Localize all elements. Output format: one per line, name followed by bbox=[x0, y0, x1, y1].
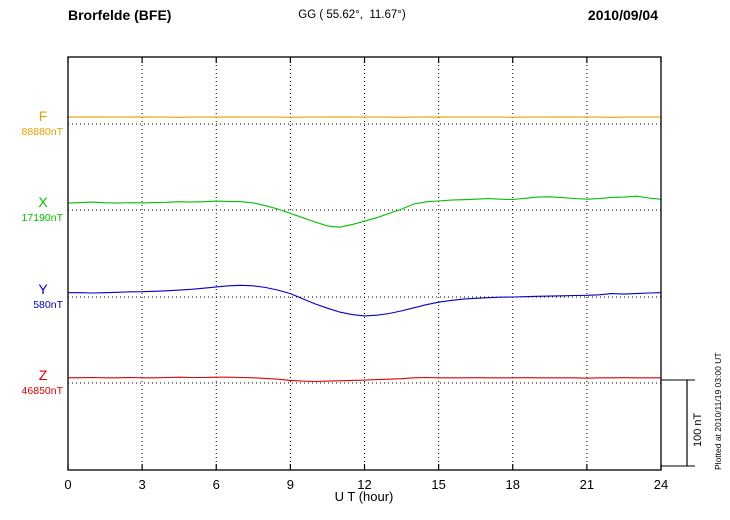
component-letter-X: X bbox=[38, 194, 48, 210]
x-tick-label-3: 3 bbox=[138, 477, 146, 492]
plotted-at-note: Plotted at 2010/11/19 03:00 UT bbox=[713, 352, 723, 470]
station-coordinates: GG ( 55.62°, 11.67°) bbox=[298, 9, 406, 21]
component-reference-Y: 580nT bbox=[33, 299, 63, 311]
x-tick-label-18: 18 bbox=[505, 477, 520, 492]
component-reference-F: 88880nT bbox=[21, 126, 63, 138]
trace-Y bbox=[68, 284, 662, 317]
x-tick-label-24: 24 bbox=[653, 477, 669, 492]
plot-date: 2010/09/04 bbox=[587, 7, 658, 23]
trace-Z bbox=[67, 376, 661, 383]
x-tick-label-12: 12 bbox=[357, 477, 372, 492]
trace-X bbox=[67, 195, 662, 228]
component-reference-Z: 46850nT bbox=[21, 385, 63, 397]
scale-bar-label: 100 nT bbox=[692, 412, 704, 447]
plot-frame bbox=[67, 56, 662, 471]
x-tick-label-21: 21 bbox=[579, 477, 595, 492]
x-axis-label: U T (hour) bbox=[334, 489, 394, 504]
component-letter-Y: Y bbox=[38, 281, 48, 297]
component-reference-X: 17190nT bbox=[21, 212, 63, 224]
component-letter-Z: Z bbox=[38, 367, 48, 383]
x-tick-label-0: 0 bbox=[64, 477, 72, 492]
x-tick-label-9: 9 bbox=[286, 477, 294, 492]
x-tick-label-15: 15 bbox=[431, 477, 446, 492]
x-tick-label-6: 6 bbox=[212, 477, 220, 492]
component-letter-F: F bbox=[38, 108, 48, 124]
station-title: Brorfelde (BFE) bbox=[68, 7, 172, 23]
